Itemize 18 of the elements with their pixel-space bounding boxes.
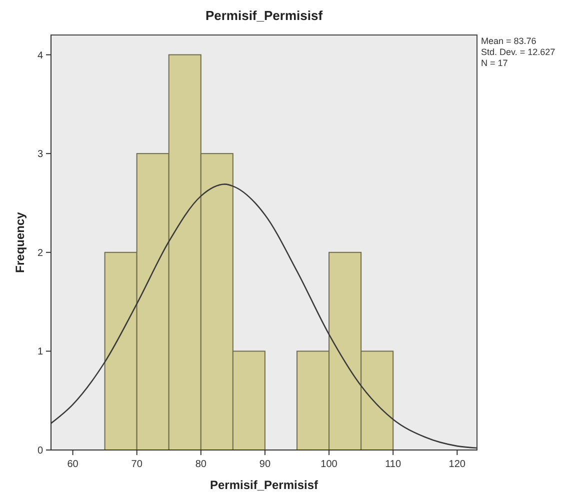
x-tick-label: 90 [259,459,271,470]
y-axis-title: Frequency [13,212,27,273]
x-tick-label: 120 [448,459,466,470]
text: Mean = 83.76 [481,36,536,46]
y-tick-label: 0 [37,446,44,456]
x-tick-label: 100 [320,459,338,470]
chart-title: Permisif_Permisisf [205,8,324,23]
x-axis-title: Permisif_Permisisf [210,478,320,492]
y-tick-label: 3 [37,149,44,160]
x-tick-label: 60 [67,459,79,470]
y-tick-label: 1 [37,346,44,358]
y-tick-label: 4 [37,50,44,62]
x-tick-label: 80 [195,459,207,470]
x-tick-label: 110 [385,459,402,470]
y-tick-label: 2 [37,248,44,259]
text: Std. Dev. = 12.627 [481,47,556,57]
x-tick-label: 70 [131,459,143,470]
text: N = 17 [481,58,508,68]
